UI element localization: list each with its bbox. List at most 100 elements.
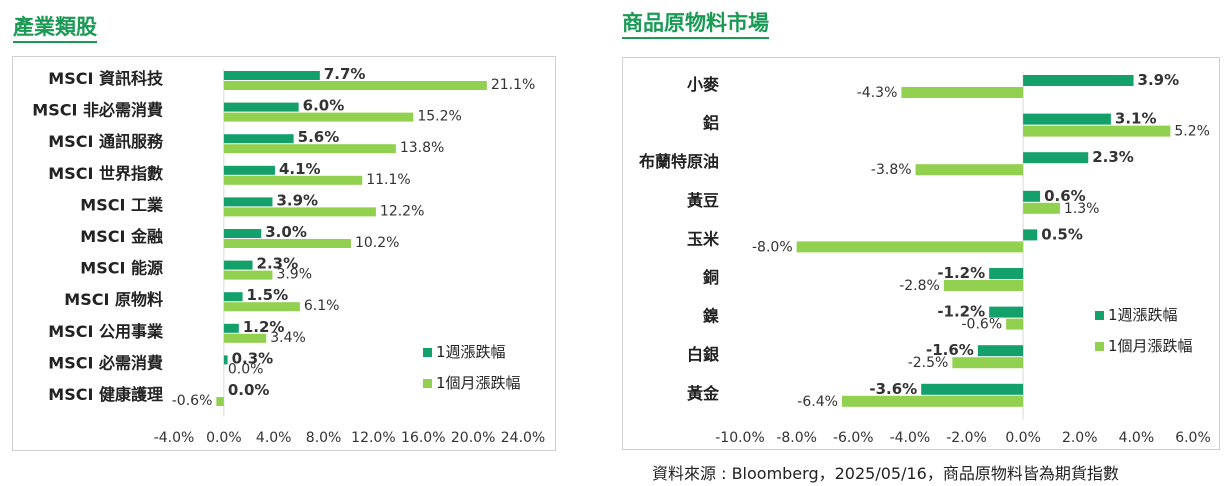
monthly-data-label: -8.0% [752,239,793,255]
monthly-data-label: 15.2% [417,109,461,125]
category-label: 玉米 [687,229,720,248]
weekly-bar [223,71,320,80]
weekly-bar [223,102,299,112]
weekly-data-label: 0.0% [228,381,270,399]
x-tick-label: -10.0% [715,430,765,446]
legend-swatch-monthly [1095,342,1104,351]
weekly-bar [223,229,262,238]
monthly-bar [943,280,1024,291]
x-tick-label: 4.0% [256,430,292,446]
category-label: MSCI 金融 [80,227,163,246]
category-label: 黃豆 [686,191,719,210]
monthly-data-label: 3.9% [276,267,312,283]
monthly-data-label: 13.8% [400,140,444,156]
weekly-data-label: 0.5% [1041,225,1083,243]
monthly-bar [223,112,414,122]
chart-title-sectors: 產業類股 [13,14,97,43]
category-label: MSCI 能源 [80,259,163,278]
weekly-data-label: -3.6% [869,380,917,398]
monthly-bar [223,239,351,248]
commodity-bar-chart: 小麥 3.9% -4.3% 鋁 3.1% 5.2% 布蘭特原油 2.3% -3.8% 黃豆 0.6%… [639,71,1211,446]
x-tick-label: 0.0% [1005,430,1041,446]
monthly-bar [796,241,1024,253]
legend-label-weekly: 1週漲跌幅 [436,343,506,361]
legend-label-weekly: 1週漲跌幅 [1108,306,1178,324]
category-label: MSCI 工業 [80,195,164,214]
sector-chart-frame: MSCI 資訊科技 7.7% 21.1% MSCI 非必需消費 6.0% 15.2% MSC… [12,56,556,451]
category-label: MSCI 原物料 [64,290,163,309]
monthly-data-label: 0.0% [228,361,264,377]
x-tick-label: 4.0% [1119,430,1155,446]
category-label: MSCI 健康護理 [48,385,163,404]
monthly-data-label: -6.4% [797,394,838,410]
x-tick-label: -4.0% [890,430,931,446]
commodity-chart-frame: 小麥 3.9% -4.3% 鋁 3.1% 5.2% 布蘭特原油 2.3% -3.8% 黃豆 0.6%… [622,57,1220,450]
category-label: MSCI 非必需消費 [32,101,163,120]
monthly-data-label: -4.3% [857,85,898,101]
weekly-bar [1023,190,1041,202]
x-tick-label: 12.0% [351,430,395,446]
monthly-data-label: 10.2% [355,235,399,251]
sector-bar-chart: MSCI 資訊科技 7.7% 21.1% MSCI 非必需消費 6.0% 15.2% MSC… [32,65,545,446]
weekly-data-label: 3.9% [276,191,318,209]
weekly-data-label: 3.0% [265,223,307,241]
weekly-data-label: -1.6% [926,341,974,359]
monthly-bar [223,207,376,217]
weekly-data-label: 3.1% [1115,110,1157,128]
weekly-bar [223,292,243,302]
weekly-bar [977,345,1024,357]
monthly-bar [223,81,487,90]
category-label: 鎳 [703,307,719,326]
weekly-bar [921,383,1024,395]
category-label: MSCI 世界指數 [48,164,163,183]
weekly-data-label: -1.2% [937,303,985,321]
x-tick-label: 20.0% [451,430,495,446]
category-label: MSCI 資訊科技 [48,69,164,88]
legend-swatch-weekly [1095,311,1104,320]
category-label: 小麥 [687,75,720,94]
weekly-data-label: 1.5% [247,286,289,304]
weekly-data-label: 7.7% [324,65,366,83]
weekly-bar [223,165,275,175]
monthly-bar [1023,125,1171,137]
weekly-bar [989,268,1024,279]
monthly-bar [841,395,1024,407]
monthly-bar [952,357,1024,369]
weekly-bar [223,323,239,333]
monthly-bar [223,270,273,280]
weekly-bar [1023,152,1089,164]
category-label: 布蘭特原油 [639,152,719,171]
weekly-bar [223,197,273,207]
weekly-bar [1023,75,1134,86]
monthly-data-label: -0.6% [172,393,213,409]
weekly-data-label: 2.3% [257,255,299,273]
monthly-data-label: -2.8% [899,278,940,294]
weekly-data-label: 0.3% [232,349,274,367]
monthly-bar [1023,202,1060,214]
weekly-data-label: 5.6% [298,128,340,146]
weekly-bar [1023,113,1111,125]
source-note: 資料來源 : Bloomberg，2025/05/16，商品原物料皆為期貨指數 [652,464,1119,483]
x-tick-label: -2.0% [946,430,987,446]
monthly-bar [216,397,224,406]
category-label: MSCI 通訊服務 [48,132,164,151]
monthly-bar [901,87,1024,98]
category-label: MSCI 公用事業 [48,322,164,341]
category-label: 鋁 [703,114,719,133]
weekly-bar [223,355,228,365]
monthly-bar [1006,318,1024,330]
category-label: 白銀 [687,345,719,364]
weekly-bar [223,260,253,270]
weekly-bar [989,306,1024,318]
weekly-data-label: 4.1% [279,160,321,178]
x-tick-label: 8.0% [306,430,342,446]
x-tick-label: -4.0% [154,430,195,446]
x-tick-label: 16.0% [401,430,445,446]
monthly-data-label: 6.1% [304,298,340,314]
legend-swatch-weekly [423,348,432,357]
monthly-data-label: 3.4% [270,330,306,346]
weekly-data-label: 1.2% [243,318,285,336]
monthly-data-label: 21.1% [491,77,535,93]
weekly-bar [1023,229,1038,241]
x-tick-label: -8.0% [776,430,817,446]
